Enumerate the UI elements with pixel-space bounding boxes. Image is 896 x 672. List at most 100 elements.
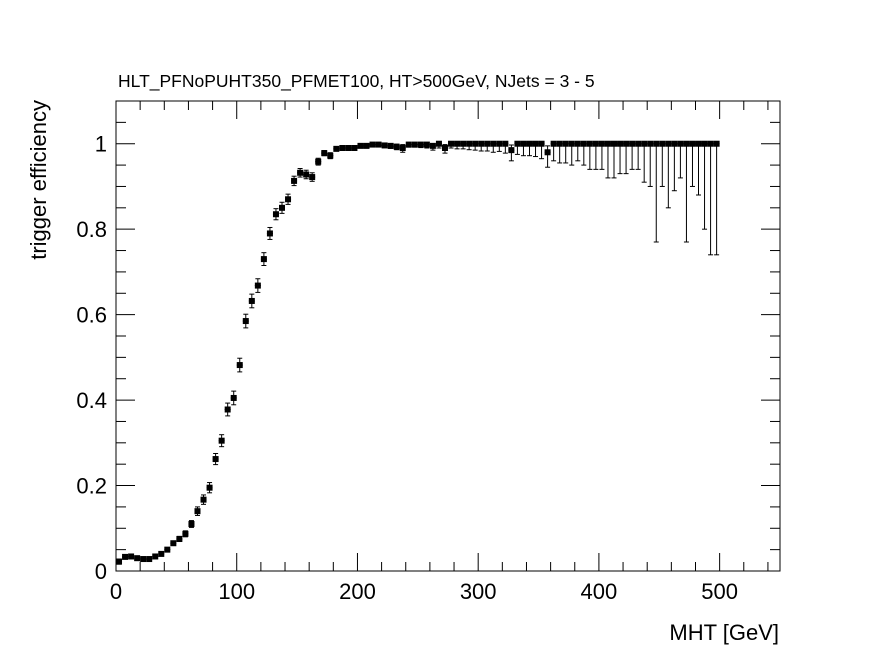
data-point [623, 140, 630, 175]
data-point [508, 144, 515, 162]
point-marker [363, 142, 370, 149]
data-point [641, 140, 648, 183]
point-marker [242, 318, 249, 325]
data-point [122, 553, 129, 560]
data-point [230, 390, 237, 406]
point-marker [266, 230, 273, 237]
point-marker [230, 394, 237, 401]
data-point [248, 293, 255, 309]
point-marker [357, 142, 364, 149]
point-marker [466, 140, 473, 147]
data-point [405, 141, 412, 148]
data-point [677, 140, 684, 179]
data-point [272, 208, 279, 221]
point-marker [309, 174, 316, 181]
point-marker [429, 142, 436, 149]
point-marker [671, 140, 678, 147]
data-point [146, 556, 153, 563]
data-point [266, 226, 273, 240]
y-tick-label: 0 [95, 559, 107, 584]
data-point [254, 278, 261, 293]
point-marker [411, 141, 418, 148]
data-point [580, 140, 587, 166]
data-point [327, 152, 334, 160]
data-point [194, 506, 201, 516]
point-marker [454, 140, 461, 147]
data-point [212, 453, 219, 466]
data-point [423, 141, 430, 149]
data-point [478, 140, 485, 152]
point-marker [707, 140, 714, 147]
data-point [484, 140, 491, 152]
point-marker [550, 140, 557, 147]
point-marker [393, 143, 400, 150]
data-point [291, 175, 298, 187]
data-point [502, 140, 509, 154]
data-point [164, 546, 171, 553]
data-point [224, 402, 231, 417]
point-marker [405, 141, 412, 148]
point-marker [568, 140, 575, 147]
x-axis-label: MHT [GeV] [669, 620, 779, 645]
data-point [285, 193, 292, 205]
data-point [399, 144, 406, 153]
data-point [417, 141, 424, 149]
point-marker [146, 556, 153, 563]
data-point [303, 169, 310, 180]
point-marker [339, 145, 346, 151]
data-point [441, 144, 448, 154]
data-point [454, 140, 461, 150]
point-marker [206, 484, 213, 491]
data-point [689, 140, 696, 187]
data-point [604, 140, 611, 179]
data-point [339, 145, 346, 151]
data-point [297, 168, 304, 178]
point-marker [441, 145, 448, 151]
point-marker [538, 140, 545, 147]
point-marker [387, 142, 394, 149]
data-point [200, 494, 207, 505]
data-point [381, 142, 388, 149]
data-point [345, 145, 352, 151]
data-point [520, 140, 527, 157]
point-marker [333, 145, 340, 152]
point-marker [182, 530, 189, 537]
data-point [375, 141, 382, 148]
point-marker [291, 177, 298, 184]
point-marker [128, 553, 135, 560]
data-point [116, 558, 123, 565]
data-point [568, 140, 575, 166]
data-points [116, 140, 720, 565]
point-marker [188, 521, 195, 527]
point-marker [122, 553, 129, 560]
point-marker [695, 140, 702, 147]
point-marker [224, 406, 231, 413]
data-point [188, 520, 195, 528]
data-point [460, 140, 467, 150]
data-point [140, 556, 147, 563]
data-point [351, 145, 358, 151]
point-marker [218, 437, 225, 444]
point-marker [321, 150, 328, 157]
x-tick-label: 200 [339, 579, 376, 604]
data-point [659, 140, 666, 187]
point-marker [254, 282, 261, 289]
data-point [369, 141, 376, 148]
point-marker [327, 152, 334, 159]
point-marker [152, 553, 159, 560]
point-marker [435, 140, 442, 147]
point-marker [520, 140, 527, 147]
data-point [134, 555, 141, 562]
data-point [242, 313, 249, 329]
data-point [448, 140, 455, 149]
data-point [309, 172, 316, 182]
x-tick-label: 500 [701, 579, 738, 604]
point-marker [200, 496, 207, 503]
data-point [562, 140, 569, 164]
data-point [128, 553, 135, 560]
data-point [592, 140, 599, 170]
point-marker [279, 204, 285, 211]
data-point [665, 140, 672, 209]
point-marker [164, 546, 171, 553]
